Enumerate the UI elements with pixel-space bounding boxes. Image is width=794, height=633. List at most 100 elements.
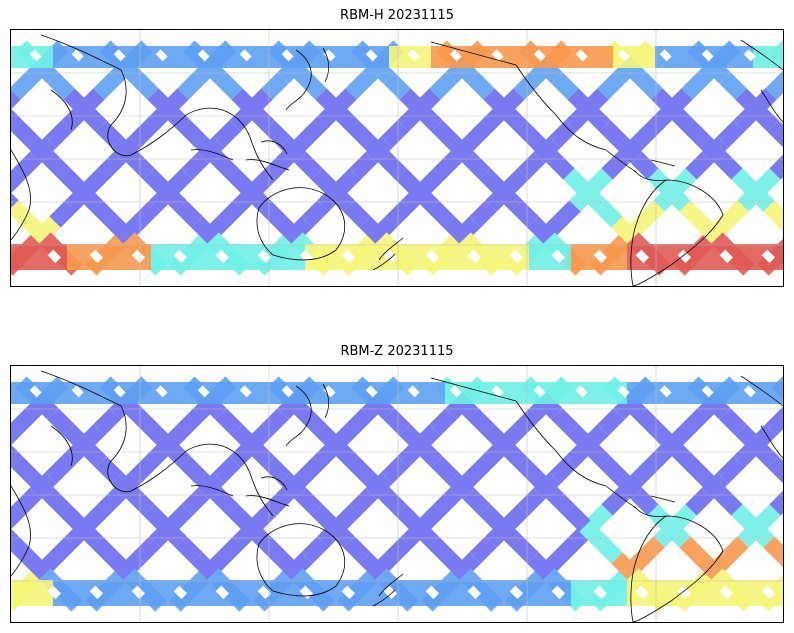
- swath-segment: [175, 536, 203, 564]
- swath-segment: [163, 440, 191, 468]
- swath-segment: [343, 200, 371, 228]
- band-cell: [333, 580, 348, 606]
- coastlines-rbm-z: [11, 370, 783, 622]
- band-gap: [659, 49, 672, 62]
- band-gap: [47, 249, 62, 264]
- band-cell: [445, 244, 460, 270]
- swath-segment: [527, 216, 555, 244]
- band-gap: [509, 249, 524, 264]
- band-gap: [89, 249, 104, 264]
- coastline: [245, 159, 290, 171]
- band-cell: [137, 382, 152, 404]
- band-gap: [719, 585, 734, 600]
- coastline: [190, 485, 234, 497]
- band-cell: [249, 580, 264, 606]
- swath-segment: [301, 200, 329, 228]
- swath-segment: [667, 440, 695, 468]
- band-cell: [389, 46, 404, 68]
- swath-segment: [175, 200, 203, 228]
- coastline: [190, 149, 234, 161]
- swath-segment: [127, 488, 155, 516]
- band-gap: [113, 385, 126, 398]
- swath-segment: [427, 200, 455, 228]
- swath-segment: [297, 120, 325, 148]
- swath-segment: [215, 408, 243, 436]
- swath-segment: [635, 72, 663, 100]
- swath-segment: [181, 152, 209, 180]
- swath-segment: [315, 88, 343, 116]
- band-cell: [11, 244, 26, 270]
- swath-segment: [637, 536, 665, 564]
- swath-segment: [647, 504, 675, 532]
- coastline: [650, 495, 676, 503]
- band-cell: [277, 580, 292, 606]
- band-cell: [375, 382, 390, 404]
- swath-segment: [547, 488, 575, 516]
- swath-segment: [721, 200, 749, 228]
- swath-segment: [547, 152, 575, 180]
- swath-segment: [263, 456, 291, 484]
- band-cell: [361, 580, 376, 606]
- band-gap: [701, 49, 714, 62]
- swath-segment: [385, 200, 413, 228]
- swath-segment: [633, 120, 661, 148]
- swath-segment: [301, 536, 329, 564]
- band-cell: [207, 46, 222, 68]
- swath-segment: [679, 200, 707, 228]
- swath-segment: [345, 72, 373, 100]
- band-cell: [739, 244, 754, 270]
- swath-segment: [79, 104, 107, 132]
- band-cell: [333, 382, 348, 404]
- band-gap: [551, 585, 566, 600]
- band-gap: [407, 385, 420, 398]
- coastline: [40, 34, 274, 181]
- swath-segment: [295, 488, 323, 516]
- band-gap: [467, 585, 482, 600]
- band-cell: [25, 244, 40, 270]
- swath-segment: [97, 488, 125, 516]
- swath-segment: [49, 536, 77, 564]
- band-gaps-rbm-h: [29, 49, 776, 264]
- swath-segment: [443, 216, 471, 244]
- swath-segment: [359, 552, 387, 580]
- swath-segment: [501, 168, 529, 196]
- swath-segment: [261, 408, 289, 436]
- band-gap: [659, 385, 672, 398]
- swath-segment: [45, 456, 73, 484]
- band-cell: [417, 580, 432, 606]
- band-cell: [767, 46, 782, 68]
- swath-segment: [263, 120, 291, 148]
- swath-segment: [501, 504, 529, 532]
- swath-segment: [551, 408, 579, 436]
- swath-segment: [633, 456, 661, 484]
- swath-segment: [347, 456, 375, 484]
- band-cell: [585, 382, 600, 404]
- swath-segment: [651, 88, 679, 116]
- swath-segment: [227, 168, 255, 196]
- swath-segment: [279, 136, 307, 164]
- swath-segment: [553, 200, 581, 228]
- swath-segment: [647, 168, 675, 196]
- swath-segment: [349, 488, 377, 516]
- band-cell: [641, 46, 656, 68]
- swath-segment: [695, 216, 723, 244]
- swath-segment: [431, 456, 459, 484]
- swath-segment: [379, 488, 407, 516]
- swath-segment: [583, 104, 611, 132]
- swath-segment: [333, 168, 361, 196]
- swath-segment: [249, 168, 277, 196]
- band-cell: [375, 580, 390, 606]
- swath-segment: [615, 472, 643, 500]
- swath-segment: [769, 154, 783, 180]
- band-cell: [543, 382, 558, 404]
- band-cell: [781, 382, 783, 404]
- swath-segment: [129, 120, 157, 148]
- swath-segment: [217, 536, 245, 564]
- swath-segment: [447, 136, 475, 164]
- swath-segment: [75, 520, 103, 548]
- band-gap: [257, 585, 272, 600]
- swath-segment: [327, 184, 355, 212]
- swath-segment: [715, 488, 743, 516]
- swath-segment: [683, 456, 711, 484]
- band-gap: [677, 585, 692, 600]
